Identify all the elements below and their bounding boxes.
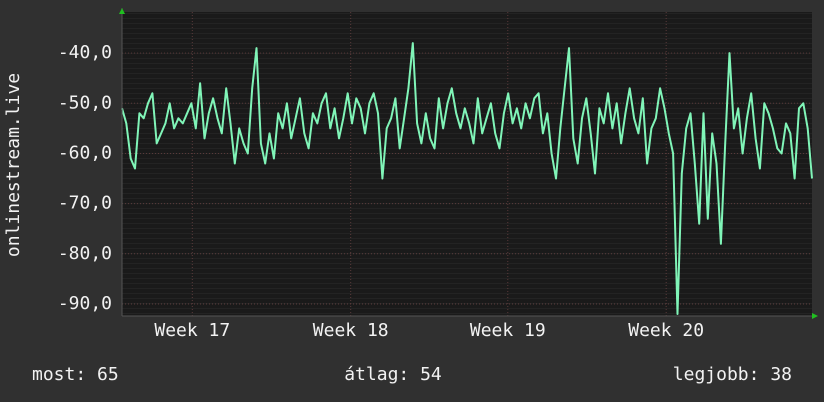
y-tick-label: -90,0 [58,293,112,314]
stat-current: most: 65 [32,364,119,385]
data-line [121,42,813,315]
y-tick-label: -70,0 [58,193,112,214]
stat-average: átlag: 54 [344,364,442,385]
y-tick-label: -50,0 [58,92,112,113]
x-tick-label: Week 20 [628,320,704,341]
y-axis-arrow [119,8,125,14]
minor-grid [122,12,812,316]
y-axis-label: onlinestream.live [3,73,24,257]
x-tick-label: Week 19 [470,320,546,341]
x-tick-label: Week 17 [154,320,230,341]
y-tick-label: -40,0 [58,42,112,63]
y-tick-label: -60,0 [58,142,112,163]
stat-best: legjobb: 38 [673,364,792,385]
y-tick-label: -80,0 [58,243,112,264]
x-axis-arrow [812,313,818,319]
x-tick-label: Week 18 [313,320,389,341]
